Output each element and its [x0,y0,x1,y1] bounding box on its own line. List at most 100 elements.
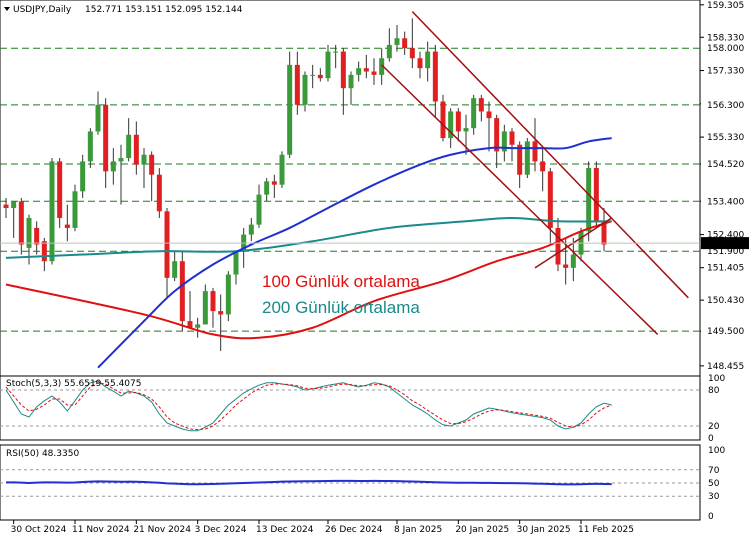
stoch-label: Stoch(5,3,3) 55.6519 55.4075 [6,379,141,389]
candle-body-57 [440,101,446,139]
candle-body-60 [463,128,469,132]
candle-body-66 [509,131,515,145]
x-tick-label-1: 11 Nov 2024 [72,525,130,535]
candle-body-20 [156,174,162,212]
stoch-pane-frame [0,375,701,441]
candle-body-39 [302,74,308,105]
current-price-tag-bg [701,237,749,250]
candle-body-28 [218,311,224,315]
candle-body-62 [478,98,484,112]
stoch-series-signal [5,382,612,431]
candle-body-42 [325,51,331,79]
candle-body-45 [348,74,354,89]
price-tick-label-2: 157.330 [707,67,744,77]
price-pane: 159.305158.330157.330156.330155.330154.5… [0,0,749,401]
rsi-tick-label-4: 0 [708,512,714,522]
x-tick-label-3: 3 Dec 2024 [195,525,247,535]
candle-body-0 [3,204,9,208]
candle-body-24 [187,321,193,328]
candle-body-33 [256,194,262,225]
stoch-pane: 100 80 20 0 Stoch(5,3,3) 55.6519 55.4075 [0,374,725,444]
candle-body-72 [555,227,561,265]
candle-body-61 [471,98,477,129]
candle-body-64 [494,118,500,152]
candle-body-53 [409,48,415,59]
candle-body-69 [532,141,538,162]
candle-body-7 [57,161,63,218]
candle-body-29 [225,274,231,315]
price-tick-label-8: 151.405 [707,264,744,274]
price-tick-label-4: 155.330 [707,133,744,143]
level-tag-bg-2 [701,158,749,171]
stoch-series-main [5,380,612,432]
candle-body-12 [95,104,101,132]
candle-body-78 [601,221,607,245]
candle-body-54 [417,58,423,69]
candle-body-63 [486,111,492,119]
candle-body-22 [172,261,178,278]
candle-body-32 [248,224,254,235]
price-tick-label-1: 158.330 [707,33,744,43]
candle-body-3 [26,217,32,248]
price-pane-frame [0,0,701,401]
candle-body-73 [563,264,569,268]
stoch-tick-label-0: 100 [708,374,725,384]
x-tick-label-0: 30 Oct 2024 [11,525,67,535]
candle-body-41 [317,74,323,79]
candle-body-70 [540,161,546,172]
channel-line-1 [381,64,659,335]
price-tick-label-0: 159.305 [707,1,744,11]
candle-body-25 [195,324,201,328]
x-tick-label-7: 20 Jan 2025 [455,525,509,535]
x-tick-label-8: 30 Jan 2025 [517,525,571,535]
candle-body-44 [340,51,346,89]
candle-body-56 [432,51,438,102]
candle-body-21 [164,211,170,278]
candle-body-30 [233,251,239,275]
moving-average-ma100 [5,220,612,340]
x-tick-label-4: 13 Dec 2024 [256,525,314,535]
candle-body-76 [586,168,592,232]
candle-body-17 [133,134,139,165]
x-tick-label-5: 26 Dec 2024 [325,525,383,535]
level-tag-label-2: 154.520 [707,160,744,170]
ma100-annotation: 100 Günlük ortalama [262,272,420,291]
level-tag-bg-0 [701,42,749,55]
rsi-tick-label-1: 70 [708,466,720,476]
candle-body-38 [294,64,300,105]
stoch-tick-label-1: 80 [708,386,720,396]
candle-body-15 [118,158,124,162]
candle-body-27 [210,291,216,312]
candle-body-35 [271,181,277,185]
candle-body-47 [363,68,369,72]
moving-average-ma200 [5,216,612,259]
collapse-triangle-icon[interactable] [4,7,10,11]
level-tag-label-5: 149.500 [707,327,744,337]
current-price-tag-label: 152.144 [707,239,744,249]
candle-body-34 [264,181,270,195]
candle-body-6 [49,161,55,262]
rsi-series-line [6,479,612,486]
price-tick-label-9: 150.430 [707,296,744,306]
candle-body-1 [11,201,17,208]
candle-body-46 [356,68,362,75]
level-tag-label-4: 151.900 [707,247,744,257]
candle-body-59 [455,111,461,132]
candle-body-18 [141,154,147,165]
ma200-annotation: 200 Günlük ortalama [262,298,420,317]
candle-body-19 [149,154,155,175]
candle-body-13 [103,104,109,172]
candle-body-40 [310,74,316,76]
candle-body-9 [72,191,78,228]
rsi-tick-label-3: 30 [708,492,720,502]
x-tick-label-9: 11 Feb 2025 [578,525,634,535]
rsi-tick-label-0: 100 [708,446,725,456]
price-tick-label-11: 148.455 [707,362,744,372]
level-tag-bg-1 [701,98,749,111]
level-tag-bg-3 [701,195,749,208]
rsi-tick-label-2: 50 [708,479,720,489]
candle-body-51 [394,38,400,45]
stoch-tick-label-3: 0 [708,434,714,444]
candle-body-5 [41,241,47,262]
